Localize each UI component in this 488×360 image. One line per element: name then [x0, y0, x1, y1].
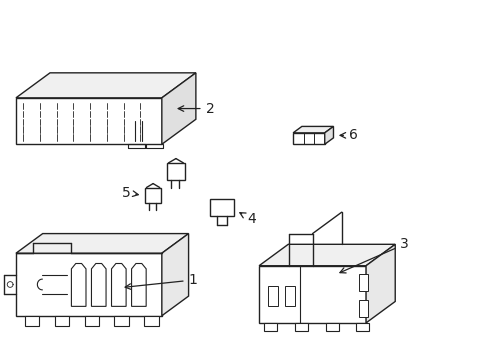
Text: 3: 3: [339, 237, 408, 273]
Polygon shape: [111, 264, 126, 306]
Polygon shape: [162, 73, 196, 144]
Bar: [84, 316, 99, 326]
Bar: [55, 316, 69, 326]
Bar: [25, 316, 39, 326]
Bar: [210, 199, 233, 216]
Bar: [264, 323, 277, 331]
Polygon shape: [259, 244, 394, 266]
Bar: [166, 163, 185, 180]
Bar: [114, 316, 129, 326]
Bar: [356, 323, 368, 331]
Bar: [325, 323, 338, 331]
Bar: [284, 286, 295, 306]
Polygon shape: [91, 264, 106, 306]
Polygon shape: [292, 126, 333, 133]
Text: 5: 5: [121, 185, 138, 199]
Bar: [144, 316, 159, 326]
Polygon shape: [292, 133, 324, 144]
Text: 6: 6: [339, 129, 357, 142]
Bar: [358, 300, 367, 317]
Polygon shape: [162, 234, 188, 316]
Polygon shape: [131, 264, 146, 306]
Polygon shape: [16, 234, 188, 253]
Bar: [358, 274, 367, 292]
Polygon shape: [324, 126, 333, 144]
Bar: [144, 188, 161, 203]
Bar: [267, 286, 278, 306]
Text: 2: 2: [178, 102, 214, 116]
Text: 4: 4: [239, 212, 255, 226]
Bar: [294, 323, 307, 331]
Polygon shape: [16, 253, 162, 316]
Polygon shape: [16, 73, 196, 98]
Polygon shape: [71, 264, 86, 306]
Polygon shape: [366, 244, 394, 323]
Polygon shape: [16, 98, 162, 144]
Polygon shape: [259, 266, 366, 323]
Text: 1: 1: [125, 273, 197, 289]
